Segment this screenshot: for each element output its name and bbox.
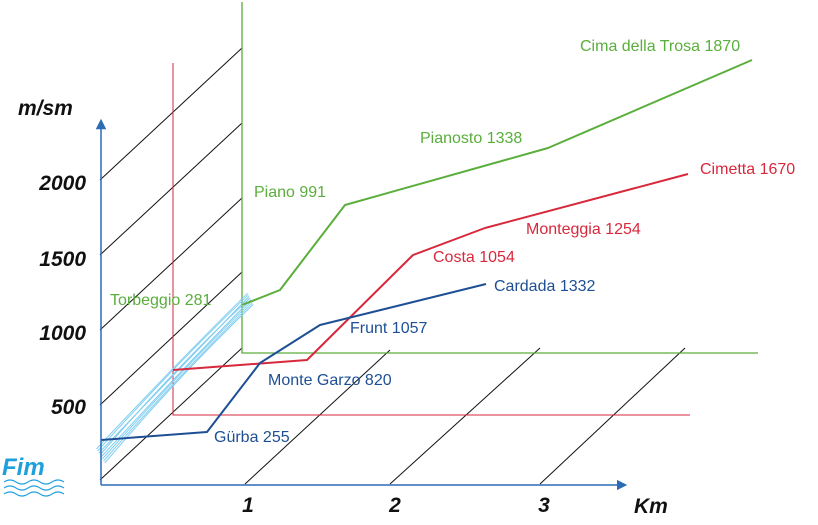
peak-label: Torbeggio 281 (110, 292, 212, 309)
grid-line (389, 347, 541, 485)
green-plane (241, 2, 758, 354)
peak-label: Gürba 255 (214, 429, 290, 446)
y-tick-label: 1000 (39, 322, 86, 345)
x-axis-title: Km (634, 495, 668, 518)
series-lines (100, 59, 753, 441)
grid-line (99, 122, 243, 256)
y-tick-label: 1500 (39, 248, 86, 271)
grid-line (99, 347, 243, 481)
x-tick-label: 2 (388, 494, 401, 517)
peak-label: Piano 991 (254, 184, 326, 201)
axes (95, 118, 628, 491)
peak-label: Costa 1054 (433, 249, 515, 266)
fim-logo: Fim (2, 454, 65, 497)
x-tick-label: 1 (242, 494, 254, 517)
red-plane (172, 63, 690, 416)
peak-label: Cardada 1332 (494, 278, 596, 295)
grid-line (244, 349, 391, 485)
grid-line (539, 347, 686, 485)
y-tick-label: 2000 (38, 172, 86, 195)
grid-line (99, 197, 243, 331)
diagonal-grid (99, 47, 686, 485)
y-tick-label: 500 (51, 396, 86, 419)
series-line-red (172, 173, 689, 371)
grid-line (99, 47, 243, 181)
peak-label: Cima della Trosa 1870 (580, 38, 740, 55)
stream-stroke (100, 299, 252, 458)
peak-label: Pianosto 1338 (420, 130, 522, 147)
stream-stroke (99, 297, 251, 456)
logo-text: Fim (2, 454, 45, 481)
x-tick-label: 3 (538, 494, 550, 517)
stream-stroke (103, 302, 253, 462)
grid-line (99, 271, 243, 406)
peak-label: Frunt 1057 (350, 320, 427, 337)
wave-icon (3, 479, 65, 497)
series-line-green (241, 59, 753, 306)
stream-stroke (104, 304, 254, 464)
stream (96, 292, 254, 464)
peak-label: Monteggia 1254 (526, 221, 641, 238)
peak-labels: Torbeggio 281 Piano 991 Pianosto 1338 Cima … (110, 38, 795, 446)
y-axis-title: m/sm (18, 97, 73, 120)
stream-stroke (96, 292, 248, 450)
series-line-blue (100, 283, 487, 441)
peak-label: Monte Garzo 820 (268, 372, 392, 389)
peak-label: Cimetta 1670 (700, 161, 795, 178)
stream-stroke (98, 296, 250, 454)
stream-stroke (97, 294, 249, 452)
